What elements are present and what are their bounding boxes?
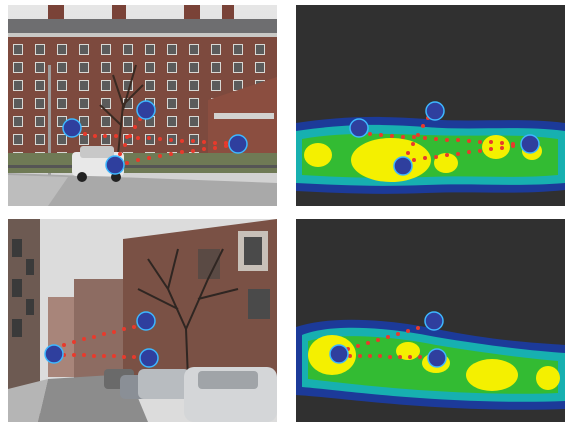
fixation-marker bbox=[520, 134, 540, 154]
fixation-marker bbox=[425, 101, 445, 121]
fixation-marker bbox=[136, 100, 156, 120]
building-photo bbox=[8, 5, 277, 206]
fixation-links bbox=[62, 325, 136, 359]
fixation-marker bbox=[105, 155, 125, 175]
building-saliency-map-panel bbox=[296, 5, 565, 206]
street-photo-panel bbox=[8, 219, 277, 422]
street-saliency-map bbox=[296, 219, 565, 422]
building-saliency-map bbox=[296, 5, 565, 206]
fixation-marker bbox=[393, 156, 413, 176]
fixation-marker bbox=[139, 348, 159, 368]
street-saliency-map-panel bbox=[296, 219, 565, 422]
building-photo-panel bbox=[8, 5, 277, 206]
fixation-marker bbox=[62, 118, 82, 138]
fixation-marker bbox=[228, 134, 248, 154]
street-photo bbox=[8, 219, 277, 422]
fixation-marker bbox=[424, 311, 444, 331]
fixation-marker bbox=[427, 348, 447, 368]
fixation-marker bbox=[329, 344, 349, 364]
fixation-marker bbox=[136, 311, 156, 331]
fixation-links bbox=[83, 117, 228, 165]
fixation-marker bbox=[44, 344, 64, 364]
fixation-marker bbox=[349, 118, 369, 138]
fixation-links bbox=[368, 116, 515, 162]
